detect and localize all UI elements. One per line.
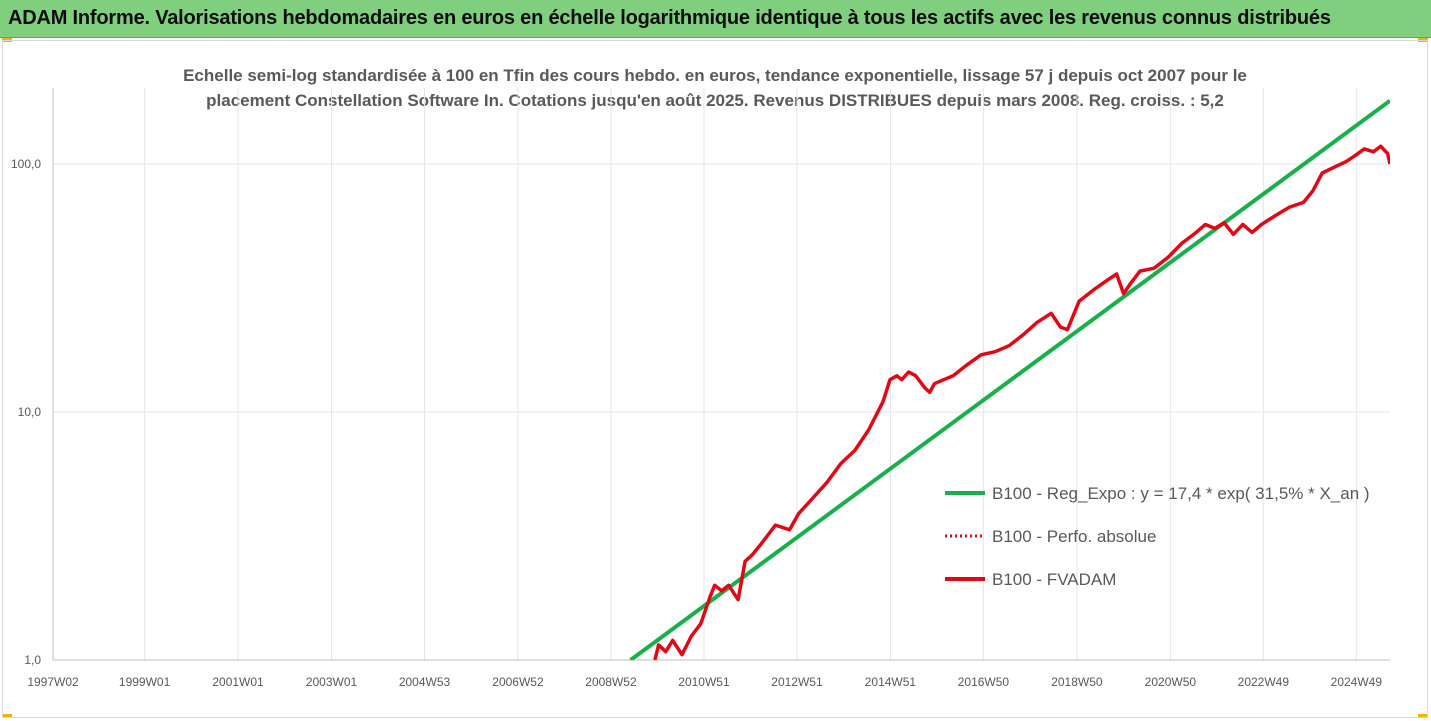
series-line-0 [629,99,1390,660]
y-tick-label: 10,0 [18,405,42,419]
y-tick-label: 1,0 [24,653,41,667]
x-tick-label: 2018W50 [1051,675,1103,689]
corner-handle-bottom-right[interactable] [1418,714,1428,718]
x-tick-label: 2003W01 [306,675,358,689]
x-tick-label: 2020W50 [1145,675,1197,689]
y-tick-label: 100,0 [11,157,41,171]
x-tick-label: 1999W01 [119,675,171,689]
x-tick-label: 2024W49 [1331,675,1383,689]
x-tick-label: 2012W51 [771,675,823,689]
series-line-2 [653,144,1390,660]
x-tick-label: 2001W01 [212,675,264,689]
x-tick-label: 2006W52 [492,675,544,689]
x-tick-label: 2008W52 [585,675,637,689]
page-title: ADAM Informe. Valorisations hebdomadaire… [8,7,1331,29]
legend-label: B100 - FVADAM [992,570,1116,589]
chart-frame [2,40,1428,718]
legend-label: B100 - Perfo. absolue [992,527,1156,546]
x-tick-label: 1997W02 [27,675,79,689]
chart-title: Echelle semi-log standardisée à 100 en T… [183,66,1247,110]
x-tick-label: 2016W50 [958,675,1010,689]
legend-label: B100 - Reg_Expo : y = 17,4 * exp( 31,5% … [992,484,1370,503]
x-tick-label: 2014W51 [865,675,917,689]
x-tick-label: 2022W49 [1238,675,1290,689]
x-tick-label: 2004W53 [399,675,451,689]
header-banner: ADAM Informe. Valorisations hebdomadaire… [0,0,1431,38]
corner-handle-bottom-left[interactable] [2,714,12,718]
x-tick-label: 2010W51 [678,675,730,689]
